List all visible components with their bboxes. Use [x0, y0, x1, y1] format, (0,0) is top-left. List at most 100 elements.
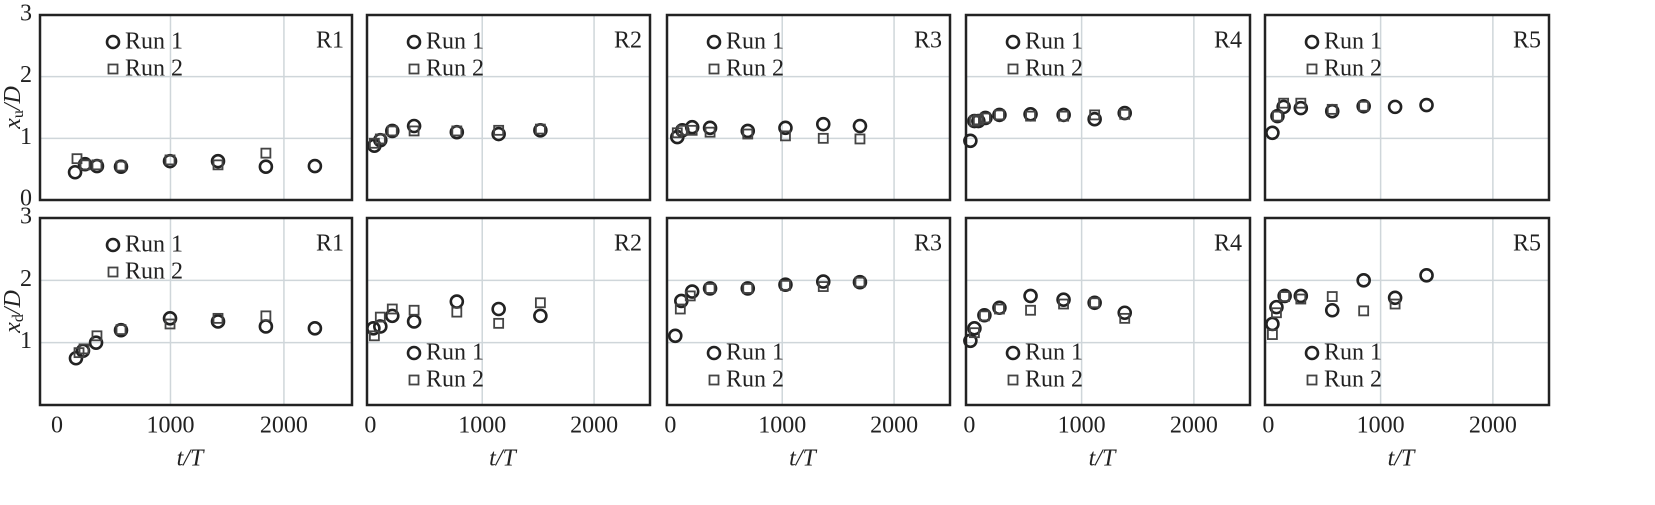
square-marker [408, 374, 420, 386]
square-marker [979, 310, 990, 322]
axes-frame [38, 13, 354, 202]
axes-frame [964, 13, 1252, 202]
square-marker [451, 125, 463, 137]
square-marker [742, 128, 754, 140]
circle-marker [1023, 288, 1038, 304]
circle-marker [210, 153, 226, 169]
circle-marker [1005, 345, 1021, 361]
circle-marker [963, 133, 978, 149]
square-marker [708, 374, 720, 386]
y-tick-label: 2 [20, 62, 32, 88]
panel-label: R2 [614, 231, 642, 257]
panel-label: R1 [316, 28, 344, 54]
square-marker [854, 133, 866, 145]
x-axis-label: t/T [177, 446, 205, 472]
circle-marker [406, 34, 422, 50]
square-marker [1358, 100, 1370, 112]
x-tick-label: 1000 [146, 413, 194, 439]
circle-marker [815, 274, 831, 289]
square-marker [684, 290, 696, 302]
legend-label: Run 1 [1025, 29, 1083, 55]
circle-marker [1356, 98, 1371, 114]
x-tick-label: 2000 [1170, 413, 1218, 439]
y-tick-label: 1 [20, 328, 32, 354]
square-marker [780, 279, 791, 291]
x-tick-label: 1000 [1357, 413, 1405, 439]
square-marker [994, 303, 1005, 315]
square-marker [972, 114, 984, 126]
panel-label: R2 [614, 28, 642, 54]
circle-marker [491, 301, 506, 317]
square-marker [1025, 304, 1036, 316]
plot-area [1265, 15, 1549, 200]
square-marker [408, 304, 420, 316]
axes-frame [1263, 13, 1551, 202]
x-tick-label: 2000 [1469, 413, 1517, 439]
square-marker [1295, 293, 1307, 305]
legend-label: Run 1 [125, 232, 183, 258]
square-marker [1271, 307, 1282, 319]
plot-area [667, 218, 950, 405]
square-marker [1306, 63, 1318, 75]
circle-marker [852, 118, 868, 134]
panel-label: R3 [914, 231, 942, 257]
y-tick-label: 3 [20, 1, 32, 27]
square-marker [980, 112, 991, 124]
y-tick-label: 1 [20, 124, 32, 150]
circle-marker [384, 123, 400, 139]
circle-marker [1056, 292, 1071, 307]
circle-marker [210, 314, 226, 329]
x-tick-label: 2000 [870, 413, 918, 439]
circle-marker [667, 328, 683, 344]
circle-marker [307, 158, 323, 174]
circle-marker [384, 308, 400, 324]
legend-label: Run 1 [1324, 29, 1382, 55]
x-tick-label: 0 [364, 413, 376, 439]
square-marker [78, 343, 90, 355]
square-marker [260, 147, 272, 159]
square-marker [107, 266, 119, 278]
square-marker [1326, 291, 1338, 302]
circle-marker [1356, 273, 1371, 288]
y-axis-label: xu/D [0, 86, 27, 130]
square-marker [107, 63, 119, 75]
legend-label: Run 2 [1025, 367, 1083, 393]
circle-marker [67, 164, 83, 180]
square-marker [1089, 297, 1101, 309]
square-marker [534, 123, 546, 135]
square-marker [408, 125, 420, 137]
circle-marker [533, 308, 548, 324]
plot-area [966, 15, 1250, 200]
legend-label: Run 1 [426, 340, 484, 366]
square-marker [686, 124, 698, 136]
axes-frame [365, 216, 652, 407]
circle-marker [852, 274, 868, 290]
x-axis-label: t/T [1388, 446, 1416, 472]
square-marker [1058, 298, 1069, 310]
plot-area [966, 218, 1250, 405]
circle-marker [1419, 268, 1434, 283]
circle-marker [258, 159, 274, 174]
square-marker [1007, 63, 1019, 75]
circle-marker [1087, 111, 1102, 127]
square-marker [79, 159, 91, 171]
plot-area [40, 15, 352, 200]
axes-frame [964, 216, 1252, 407]
square-marker [408, 63, 420, 75]
circle-marker [706, 345, 722, 361]
square-marker [1119, 108, 1131, 120]
square-marker [91, 159, 103, 171]
square-marker [1058, 110, 1070, 122]
square-marker [1295, 97, 1307, 109]
axes-frame [365, 13, 652, 202]
circle-marker [406, 345, 422, 361]
square-marker [115, 160, 127, 172]
square-marker [212, 312, 224, 324]
axes-frame [665, 216, 952, 407]
square-marker [386, 125, 398, 137]
circle-marker [815, 116, 831, 132]
circle-marker [1387, 99, 1403, 115]
axes-frame [38, 216, 354, 407]
square-marker [854, 276, 866, 288]
